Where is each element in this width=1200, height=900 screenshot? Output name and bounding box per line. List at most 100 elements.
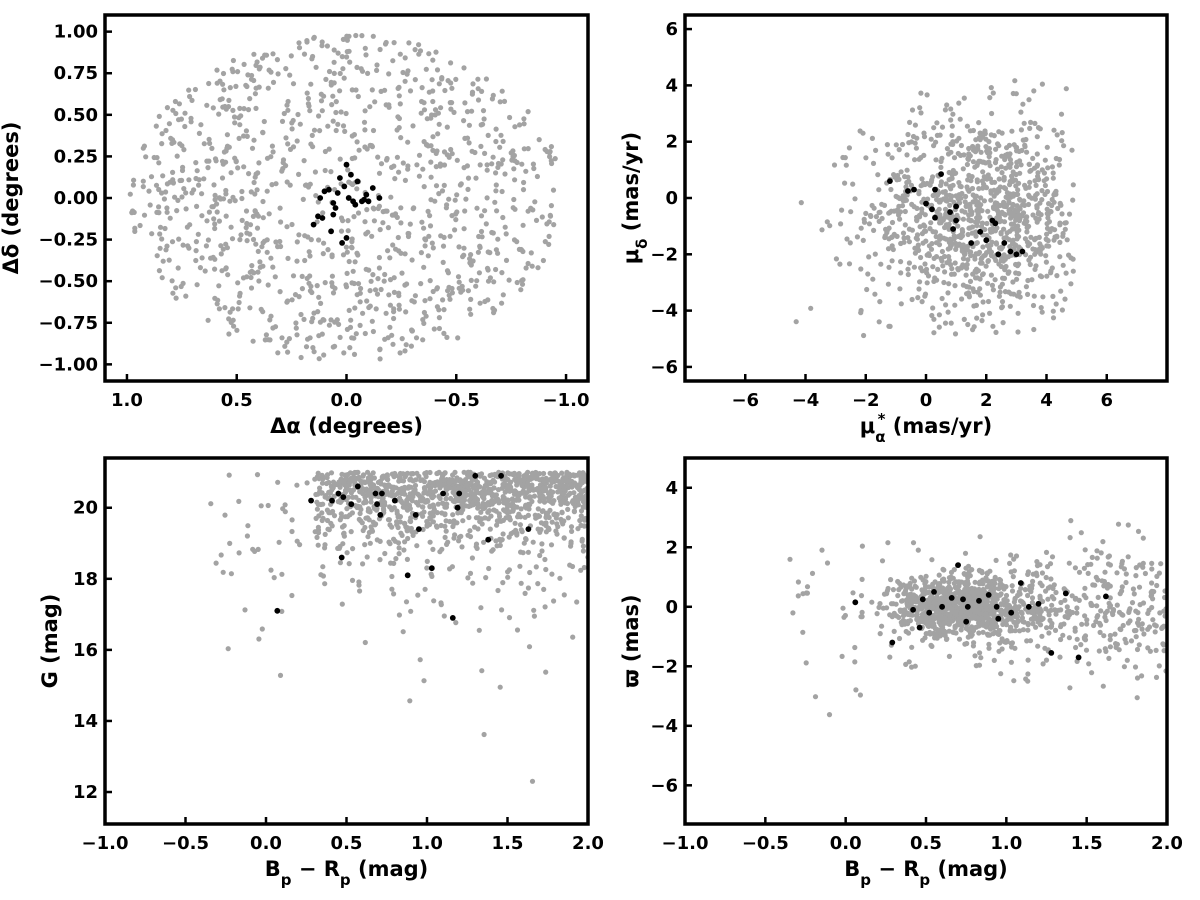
field-star-point xyxy=(405,535,411,542)
field-star-point xyxy=(315,530,322,536)
field-star-point xyxy=(1006,154,1012,160)
field-star-point xyxy=(465,186,471,192)
field-star-point xyxy=(872,291,878,297)
field-star-point xyxy=(888,577,894,583)
field-star-point xyxy=(353,32,359,39)
field-star-point xyxy=(208,255,214,261)
field-star-point xyxy=(304,275,310,281)
field-star-point xyxy=(493,266,499,273)
field-star-point xyxy=(418,110,424,116)
field-star-point xyxy=(943,236,949,242)
field-star-point xyxy=(547,154,553,160)
field-star-point xyxy=(234,327,240,333)
field-star-point xyxy=(1097,629,1103,636)
field-star-point xyxy=(500,157,506,163)
member-star-point xyxy=(905,188,911,194)
field-star-point xyxy=(542,239,548,245)
field-star-point xyxy=(453,620,459,626)
field-star-point xyxy=(872,251,878,257)
field-star-point xyxy=(319,39,325,45)
field-star-point xyxy=(526,644,533,650)
field-star-point xyxy=(525,146,531,152)
field-star-point xyxy=(986,154,992,160)
field-star-point xyxy=(245,523,251,529)
field-star-point xyxy=(974,588,980,594)
field-star-point xyxy=(959,190,965,197)
field-star-point xyxy=(930,264,936,270)
field-star-point xyxy=(417,494,423,500)
field-star-point xyxy=(377,46,383,53)
field-star-point xyxy=(1015,606,1021,612)
field-star-point xyxy=(916,191,922,197)
field-star-point xyxy=(1107,595,1113,601)
field-star-point xyxy=(956,579,963,585)
field-star-point xyxy=(969,185,976,192)
field-star-point xyxy=(1097,622,1104,628)
field-star-point xyxy=(297,121,303,127)
field-star-point xyxy=(1128,638,1135,644)
field-star-point xyxy=(384,157,390,163)
field-star-point xyxy=(992,228,999,234)
y-tick-label: 1.00 xyxy=(54,22,98,43)
field-star-point xyxy=(537,552,543,559)
field-star-point xyxy=(552,511,558,517)
field-star-point xyxy=(228,170,234,176)
field-star-point xyxy=(1054,132,1060,138)
field-star-point xyxy=(355,93,361,100)
field-star-point xyxy=(958,142,965,149)
field-star-point xyxy=(310,345,316,351)
field-star-point xyxy=(265,282,271,288)
field-star-point xyxy=(1014,144,1020,151)
field-star-point xyxy=(542,556,548,563)
field-star-point xyxy=(906,659,912,665)
field-star-point xyxy=(179,143,185,149)
field-star-point xyxy=(337,88,343,94)
field-star-point xyxy=(948,242,955,248)
field-star-point xyxy=(154,209,160,215)
field-star-point xyxy=(891,628,897,635)
field-star-point xyxy=(955,150,961,157)
field-star-point xyxy=(162,225,168,232)
y-tick-label: 0.25 xyxy=(54,146,98,167)
field-star-point xyxy=(339,54,345,60)
field-star-point xyxy=(1067,685,1073,691)
field-star-point xyxy=(1009,173,1015,179)
field-star-point xyxy=(439,546,445,552)
field-star-point xyxy=(422,243,428,249)
field-star-point xyxy=(315,542,321,548)
field-star-point xyxy=(790,610,796,616)
field-star-point xyxy=(430,288,436,295)
field-star-point xyxy=(943,181,949,187)
field-star-point xyxy=(511,237,518,243)
field-star-point xyxy=(387,302,393,308)
field-star-point xyxy=(407,476,414,482)
field-star-point xyxy=(442,512,448,518)
field-star-point xyxy=(226,97,232,103)
field-star-point xyxy=(500,531,506,537)
field-star-point xyxy=(1016,180,1022,186)
field-star-point xyxy=(901,609,907,616)
field-star-point xyxy=(355,281,362,287)
field-star-point xyxy=(1088,561,1094,567)
field-star-point xyxy=(427,469,433,476)
field-star-point xyxy=(477,162,483,168)
field-star-point xyxy=(159,131,165,137)
field-star-point xyxy=(942,224,948,231)
field-star-point xyxy=(376,254,382,261)
field-star-point xyxy=(360,561,366,567)
field-star-point xyxy=(936,572,942,578)
field-star-point xyxy=(227,85,233,91)
field-star-point xyxy=(177,177,183,184)
field-star-point xyxy=(442,470,448,476)
field-star-point xyxy=(907,119,913,125)
field-star-point xyxy=(353,331,359,337)
field-star-point xyxy=(929,241,935,247)
field-star-point xyxy=(258,306,264,312)
field-star-point xyxy=(935,584,941,590)
field-star-point xyxy=(549,571,555,577)
field-star-point xyxy=(282,502,288,508)
field-star-point xyxy=(341,75,347,81)
field-star-point xyxy=(979,178,986,184)
field-star-point xyxy=(964,284,970,290)
field-star-point xyxy=(478,605,484,611)
